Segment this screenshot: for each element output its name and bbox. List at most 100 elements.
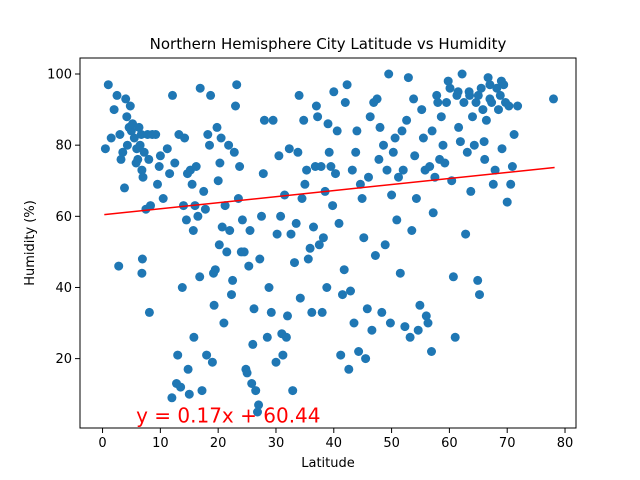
data-point — [146, 201, 155, 211]
data-point — [388, 147, 398, 157]
data-point — [227, 290, 236, 300]
data-point — [191, 162, 201, 171]
data-point — [364, 172, 373, 182]
data-point — [288, 386, 298, 396]
data-point — [476, 83, 486, 93]
data-point — [513, 101, 523, 111]
data-point — [276, 211, 286, 221]
data-point — [324, 147, 334, 157]
data-point — [294, 90, 304, 100]
data-point — [257, 211, 266, 221]
data-point — [462, 147, 472, 157]
data-point — [375, 122, 385, 132]
data-point — [144, 154, 154, 164]
data-point — [483, 73, 493, 83]
data-point — [374, 154, 384, 164]
data-point — [309, 222, 318, 232]
data-point — [136, 130, 146, 139]
data-point — [436, 112, 446, 122]
data-point — [384, 69, 394, 79]
data-point — [392, 215, 402, 225]
regression-layer — [104, 166, 555, 216]
data-point — [291, 218, 301, 228]
data-point — [202, 350, 212, 360]
data-point — [494, 105, 503, 115]
data-point — [122, 140, 132, 150]
data-point — [290, 258, 299, 268]
data-point — [502, 197, 512, 207]
data-point — [216, 133, 226, 143]
x-tick-label: 50 — [383, 436, 400, 451]
data-point — [254, 400, 264, 410]
data-point — [125, 101, 135, 111]
data-point — [328, 201, 338, 211]
data-point — [471, 98, 481, 107]
data-point — [465, 90, 475, 100]
data-point — [454, 122, 464, 132]
y-tick-label: 40 — [55, 281, 72, 296]
x-tick-label: 80 — [557, 436, 574, 451]
data-point — [281, 332, 291, 342]
data-point — [181, 215, 191, 225]
data-point — [184, 389, 194, 399]
data-point — [495, 90, 505, 100]
data-point — [455, 137, 465, 147]
data-point — [283, 311, 292, 321]
data-point — [387, 190, 397, 200]
data-point — [173, 350, 183, 360]
y-tick-label: 80 — [55, 139, 72, 154]
data-point — [114, 261, 124, 271]
data-point — [222, 247, 232, 257]
data-point — [106, 133, 116, 143]
data-point — [313, 112, 323, 122]
data-point — [365, 112, 375, 122]
data-point — [303, 254, 313, 264]
data-point — [443, 76, 453, 86]
data-point — [357, 194, 367, 203]
data-point — [346, 286, 355, 296]
data-point — [183, 364, 193, 374]
data-point — [100, 144, 110, 154]
data-point — [417, 105, 427, 115]
data-point — [253, 407, 262, 417]
data-point — [507, 162, 517, 171]
data-point — [229, 147, 239, 157]
data-point — [453, 87, 463, 97]
data-point — [340, 98, 350, 107]
data-point — [468, 112, 477, 122]
data-point — [370, 251, 380, 260]
x-tick-label: 30 — [268, 436, 285, 451]
data-point — [212, 122, 222, 132]
data-point — [405, 332, 415, 342]
data-point — [438, 140, 448, 150]
data-point — [347, 165, 357, 175]
data-point — [433, 98, 443, 107]
data-point — [450, 332, 460, 342]
data-point — [103, 80, 113, 90]
data-point — [318, 233, 328, 243]
data-point — [311, 101, 321, 111]
data-point — [264, 283, 274, 292]
x-tick-label: 70 — [499, 436, 516, 451]
data-point — [122, 112, 132, 122]
data-point — [480, 154, 490, 164]
data-point — [549, 94, 558, 104]
data-point — [109, 105, 119, 115]
data-point — [362, 304, 372, 314]
data-point — [307, 307, 317, 317]
data-point — [116, 154, 126, 164]
data-point — [497, 144, 507, 154]
data-point — [487, 98, 497, 107]
data-point — [151, 130, 161, 139]
data-point — [504, 101, 514, 111]
data-point — [473, 90, 483, 100]
y-tick-label: 60 — [55, 210, 72, 225]
data-point — [473, 275, 483, 285]
data-point — [245, 226, 255, 235]
data-point — [355, 179, 365, 189]
data-point — [193, 211, 203, 221]
data-point — [461, 229, 471, 239]
data-point — [492, 83, 502, 93]
data-point — [225, 226, 235, 235]
data-point — [187, 179, 197, 189]
